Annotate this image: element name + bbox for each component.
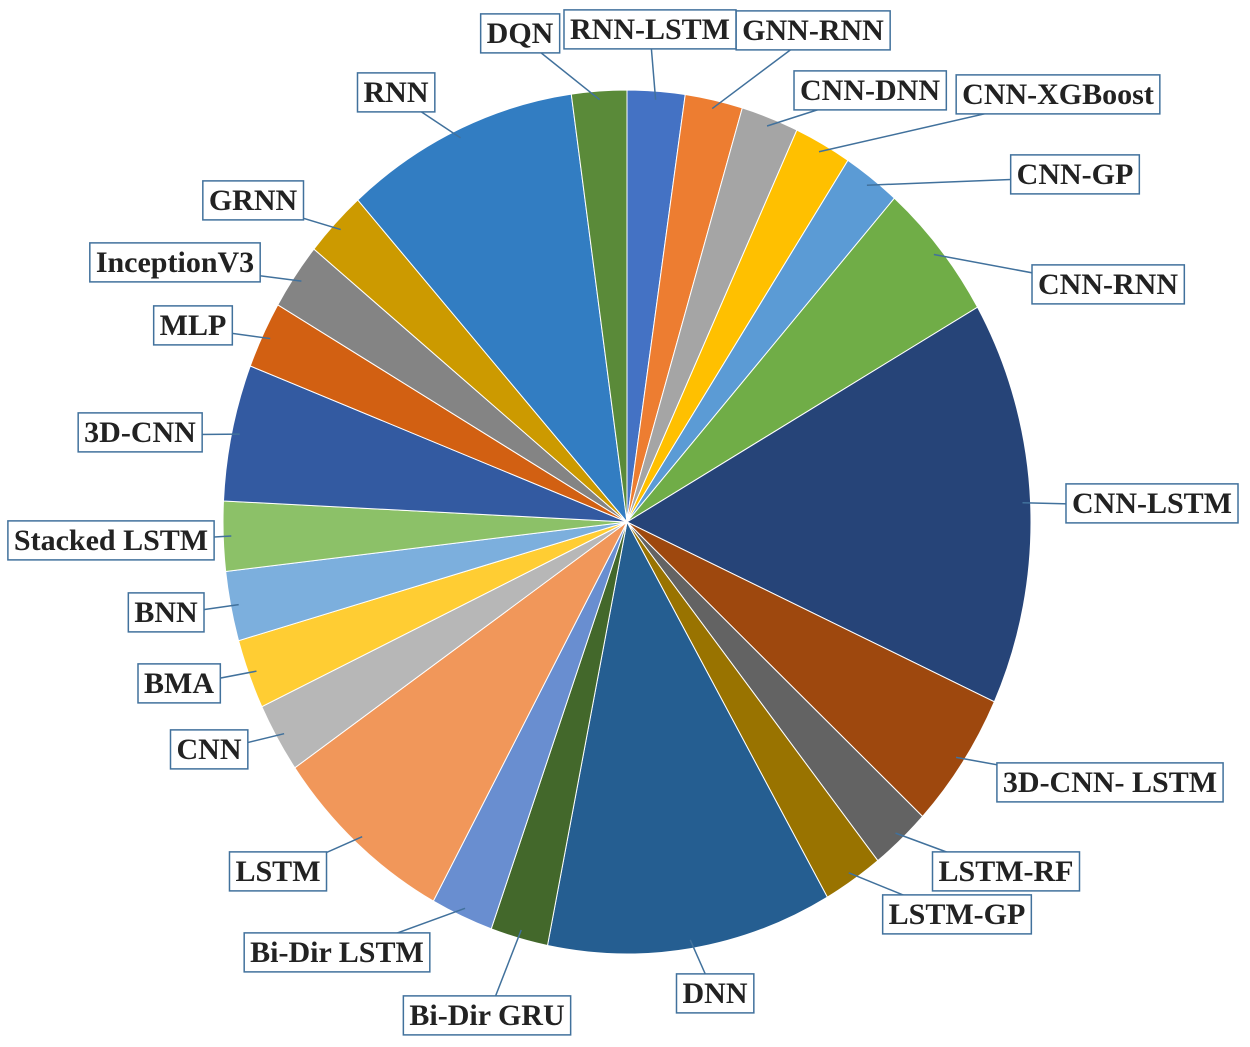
label-box (1031, 264, 1186, 305)
slice-label: InceptionV3 (96, 246, 254, 279)
slice (294, 521, 628, 902)
label-box (356, 72, 436, 113)
label-box (228, 851, 328, 892)
slice-label: CNN-DNN (800, 74, 940, 107)
slice-label: BMA (144, 667, 214, 700)
slice (357, 93, 628, 524)
slice-label: CNN-LSTM (1072, 487, 1232, 520)
slice-label: LSTM-GP (889, 898, 1026, 931)
slice-label: CNN-XGBoost (962, 78, 1154, 111)
label-box (7, 520, 215, 561)
label-box (402, 995, 572, 1036)
slice-label: Bi-Dir GRU (409, 999, 564, 1032)
slice-label: 3D-CNN (84, 416, 196, 449)
label-box (89, 242, 261, 283)
slice-label: 3D-CNN- LSTM (1003, 766, 1217, 799)
label-box (479, 13, 561, 54)
slice-label: GRNN (209, 184, 298, 217)
slice-label: DNN (683, 977, 748, 1010)
slice-label: RNN (364, 76, 429, 109)
label-box (243, 932, 431, 973)
slice (626, 521, 995, 818)
label-box (563, 9, 737, 50)
labels: RNN-LSTM GNN-RNN CNN-DNN CNN-XGBoost CNN-GP C… (7, 9, 1239, 1036)
label-box (202, 180, 305, 221)
label-box (1065, 483, 1239, 524)
label-box (955, 74, 1161, 115)
slice-label: CNN-RNN (1038, 268, 1178, 301)
slice (222, 365, 628, 523)
label-box (169, 729, 249, 770)
slice-label: LSTM-RF (939, 855, 1074, 888)
label-box (152, 305, 234, 346)
slice-label: CNN-GP (1017, 158, 1134, 191)
pie (222, 89, 1032, 955)
label-box (735, 10, 891, 51)
slice-label: LSTM (235, 855, 320, 888)
label-box (881, 894, 1033, 935)
label-box (1009, 154, 1141, 195)
slice (570, 89, 628, 523)
slice (626, 197, 979, 523)
slice-label: GNN-RNN (742, 14, 884, 47)
label-box (996, 762, 1224, 803)
label-box (675, 973, 755, 1014)
slice-label: CNN (177, 733, 242, 766)
slice-label: BNN (134, 596, 198, 629)
slice (546, 520, 829, 955)
label-box (77, 412, 203, 453)
slice-label: DQN (487, 17, 554, 50)
label-box (931, 851, 1081, 892)
slice-label: RNN-LSTM (570, 13, 730, 46)
slice-label: Bi-Dir LSTM (250, 936, 424, 969)
label-box (137, 663, 222, 704)
slice-label: MLP (160, 309, 227, 342)
label-box (127, 592, 205, 633)
label-box (793, 70, 948, 111)
slice-label: Stacked LSTM (14, 524, 208, 557)
